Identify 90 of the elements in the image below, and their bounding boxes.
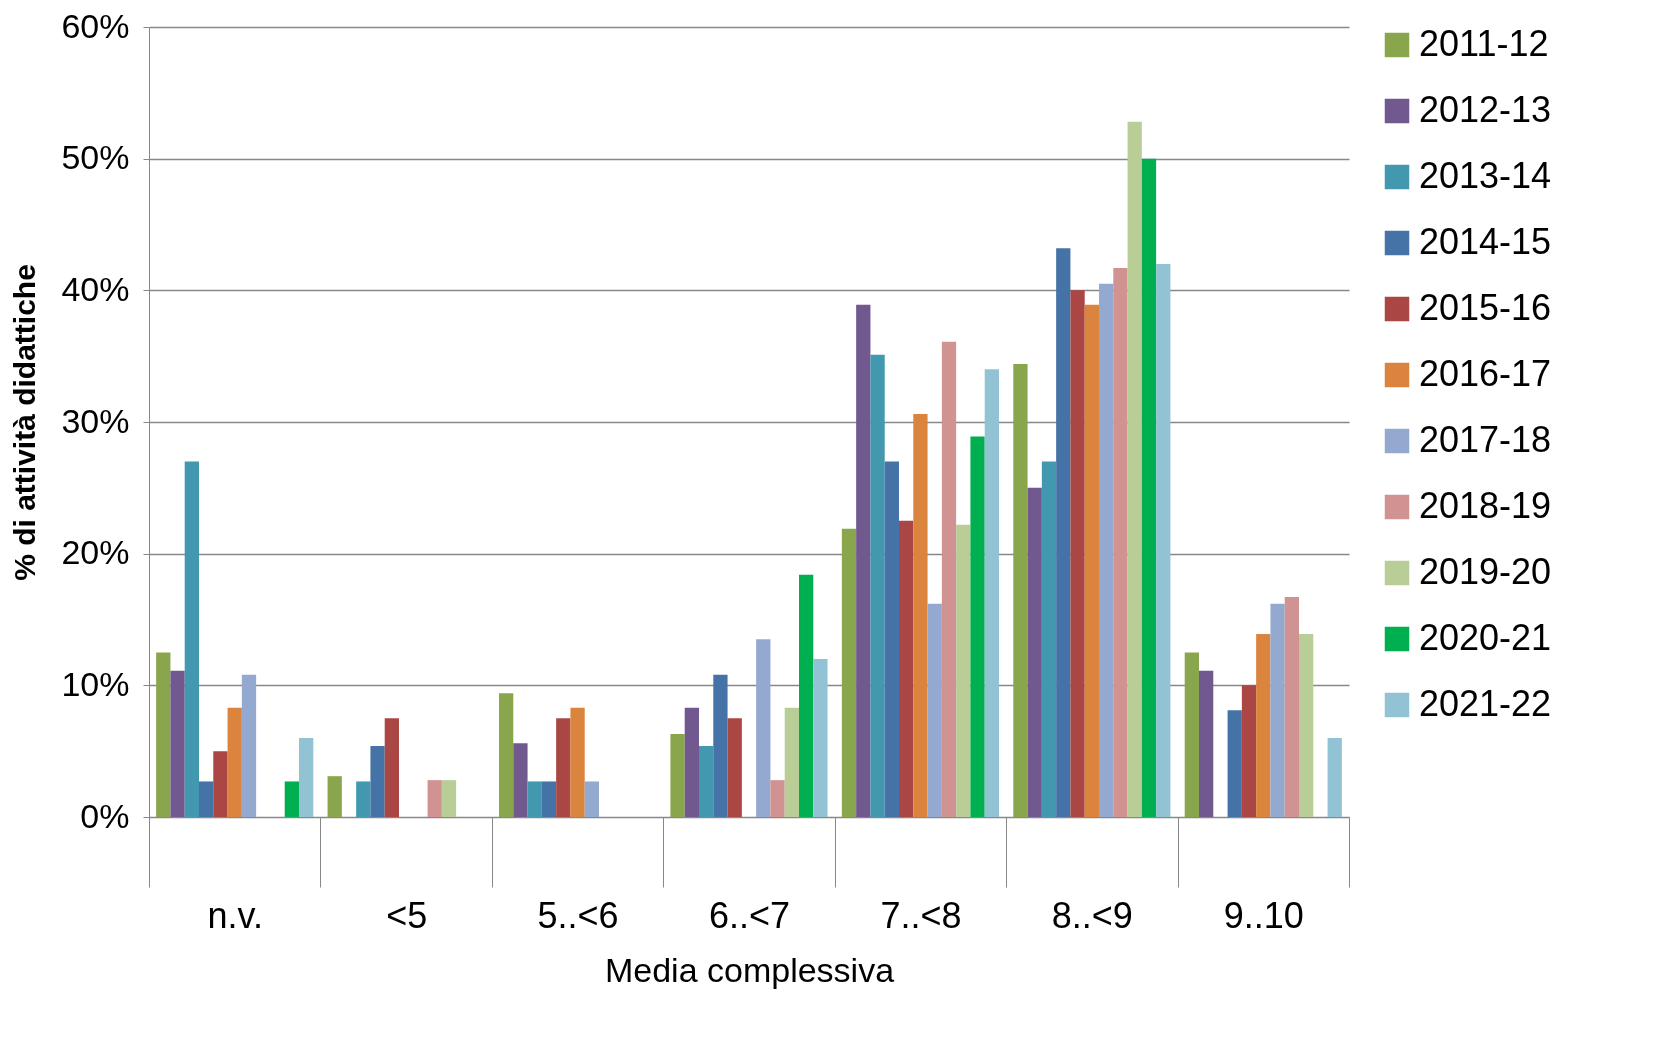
- bar: [1127, 121, 1142, 817]
- legend-label: 2019-20: [1419, 551, 1552, 592]
- bar: [856, 304, 871, 817]
- x-tick-label: n.v.: [207, 894, 263, 936]
- bar: [1256, 633, 1271, 817]
- bar: [427, 780, 442, 817]
- bar: [884, 461, 899, 817]
- bar: [770, 780, 785, 817]
- bar: [527, 781, 542, 817]
- bar: [1084, 304, 1099, 817]
- y-tick-label: 60%: [61, 6, 130, 45]
- bar: [1070, 290, 1085, 817]
- bar: [756, 639, 771, 817]
- bar: [1113, 267, 1128, 817]
- bar: [570, 707, 585, 817]
- bar: [970, 436, 985, 817]
- y-tick-label: 40%: [61, 269, 130, 308]
- x-axis-title: Media complessiva: [604, 950, 895, 989]
- bar: [170, 670, 185, 817]
- bar: [1141, 158, 1157, 817]
- x-tick-label: 6..<7: [708, 894, 791, 936]
- bar: [213, 751, 228, 817]
- x-tick-label: <5: [386, 894, 428, 936]
- bar: [556, 718, 571, 817]
- bar: [1270, 603, 1285, 817]
- legend-label: 2018-19: [1419, 485, 1552, 526]
- bar: [784, 707, 799, 817]
- y-tick-label: 20%: [61, 533, 130, 572]
- bar: [913, 414, 928, 817]
- bar: [941, 341, 957, 817]
- legend-label: 2011-12: [1419, 23, 1549, 64]
- bar: [813, 659, 828, 817]
- bar: [299, 738, 314, 817]
- bar: [1199, 670, 1214, 817]
- bar: [1013, 364, 1028, 817]
- bar: [1041, 461, 1057, 817]
- bar: [1056, 248, 1071, 817]
- legend-label: 2014-15: [1419, 221, 1552, 262]
- legend-label: 2017-18: [1419, 419, 1552, 460]
- bar: [684, 707, 699, 817]
- x-tick-label: 8..<9: [1051, 894, 1133, 936]
- x-tick-label: 7..<8: [880, 894, 962, 936]
- bar: [1299, 633, 1314, 817]
- bar: [241, 674, 257, 817]
- bar: [541, 781, 557, 817]
- bar: [327, 776, 342, 817]
- bar: [284, 781, 299, 817]
- legend-label: 2013-14: [1419, 155, 1552, 196]
- bar: [184, 461, 199, 817]
- x-tick-label: 5..<6: [537, 894, 619, 936]
- bar: [841, 528, 857, 817]
- bar: [441, 780, 457, 817]
- bar: [227, 707, 242, 817]
- y-axis-title: % di attività didattiche: [8, 264, 42, 581]
- bar: [384, 718, 399, 817]
- bar: [199, 781, 214, 817]
- y-tick-label: 10%: [61, 664, 130, 703]
- legend-label: 2020-21: [1419, 617, 1552, 658]
- bar: [156, 652, 171, 817]
- bar: [984, 369, 999, 817]
- y-tick-label: 0%: [80, 796, 130, 835]
- bar: [727, 718, 742, 817]
- bar: [670, 734, 685, 817]
- legend-label: 2015-16: [1419, 287, 1552, 328]
- legend-label: 2016-17: [1419, 353, 1552, 394]
- bar: [699, 745, 714, 817]
- bar: [899, 520, 914, 817]
- bar: [1241, 685, 1257, 817]
- bar: [513, 743, 528, 817]
- bar: [1156, 264, 1171, 817]
- bar: [356, 781, 371, 817]
- bar: [584, 781, 599, 817]
- bar: [1227, 710, 1242, 817]
- bar: [713, 674, 728, 817]
- bar: [870, 354, 885, 817]
- bar: [1184, 652, 1199, 817]
- bar: [1284, 597, 1299, 817]
- legend-label: 2012-13: [1419, 89, 1552, 130]
- bar: [499, 693, 514, 817]
- bar: [1099, 283, 1114, 817]
- y-tick-label: 50%: [61, 138, 130, 177]
- legend-label: 2021-22: [1419, 683, 1552, 724]
- bar: [799, 574, 814, 817]
- bar: [1027, 487, 1042, 817]
- bar: [370, 745, 385, 817]
- bar: [927, 603, 942, 817]
- bar: [956, 524, 971, 817]
- y-tick-label: 30%: [61, 401, 130, 440]
- bar: [1327, 738, 1342, 817]
- x-tick-label: 9..10: [1223, 894, 1304, 936]
